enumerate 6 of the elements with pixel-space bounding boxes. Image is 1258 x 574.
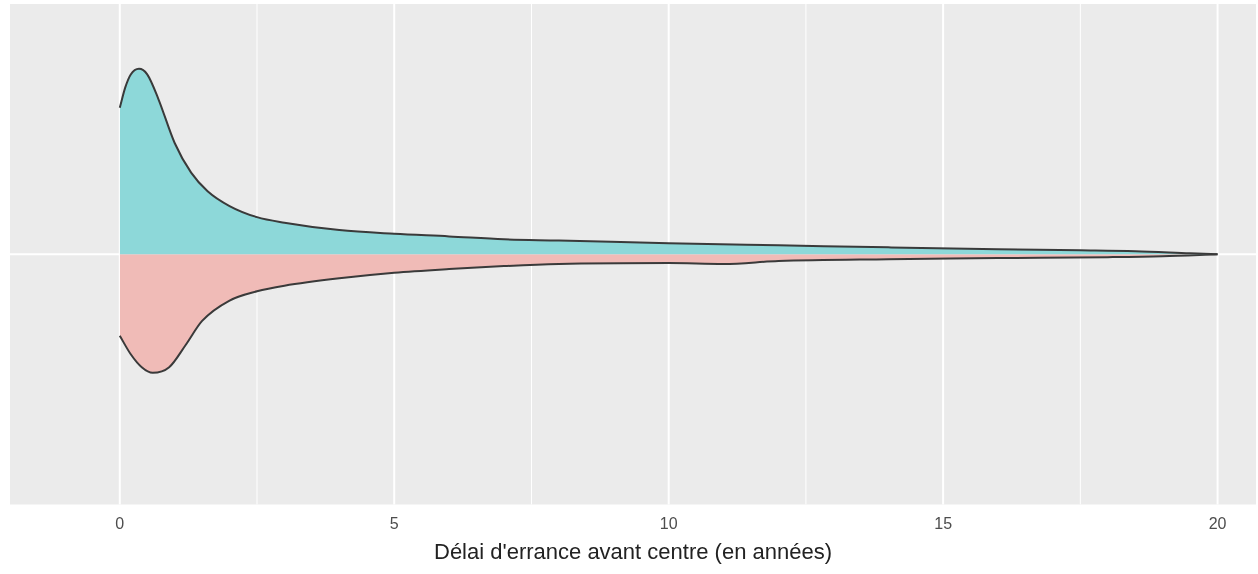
x-tick-label: 0	[115, 515, 125, 533]
x-tick-label: 15	[934, 515, 953, 533]
x-tick-label: 10	[659, 515, 678, 533]
x-axis-title: Délai d'errance avant centre (en années)	[434, 538, 832, 564]
x-tick-label: 20	[1208, 515, 1227, 533]
x-tick-label: 5	[389, 515, 399, 533]
